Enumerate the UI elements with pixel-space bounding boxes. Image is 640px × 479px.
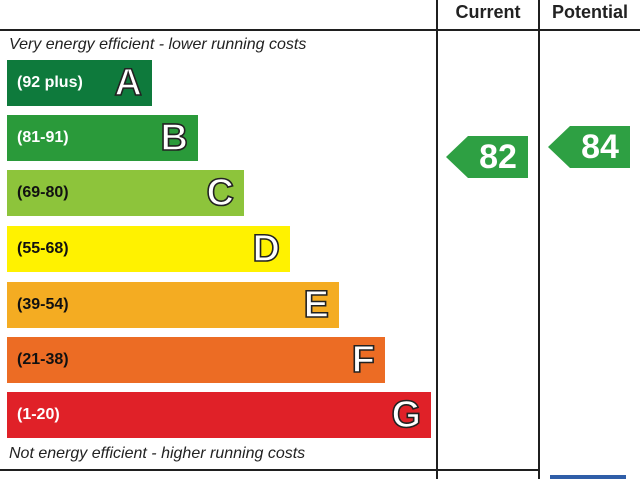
band-g: (1-20) G	[7, 392, 431, 438]
band-c: (69-80) C	[7, 170, 244, 216]
band-letter: F	[351, 338, 376, 382]
band-range-label: (81-91)	[17, 129, 69, 146]
potential-column-header: Potential	[551, 2, 628, 22]
current-column-header: Current	[455, 2, 521, 22]
bottom-note: Not energy efficient - higher running co…	[9, 445, 306, 462]
band-range-label: (92 plus)	[17, 74, 83, 91]
band-b: (81-91) B	[7, 115, 198, 161]
band-letter: B	[160, 116, 189, 160]
current-rating-arrow: 82	[446, 136, 528, 178]
potential-rating-value: 84	[581, 128, 619, 166]
band-d: (55-68) D	[7, 226, 290, 272]
band-letter: C	[206, 171, 235, 215]
band-letter: A	[114, 61, 143, 105]
band-letter: G	[391, 393, 422, 437]
band-range-label: (1-20)	[17, 406, 60, 423]
band-e: (39-54) E	[7, 282, 339, 328]
band-range-label: (21-38)	[17, 351, 69, 368]
band-a: (92 plus) A	[7, 60, 152, 106]
footer-line	[0, 469, 538, 471]
current-rating-value: 82	[479, 138, 517, 176]
band-letter: D	[252, 227, 281, 271]
divider-current	[436, 0, 438, 479]
band-range-label: (55-68)	[17, 240, 69, 257]
band-f: (21-38) F	[7, 337, 385, 383]
blue-edge-tab	[550, 475, 626, 479]
band-range-label: (39-54)	[17, 296, 69, 313]
band-range-label: (69-80)	[17, 184, 69, 201]
divider-potential	[538, 0, 540, 479]
band-letter: E	[303, 283, 330, 327]
header-underline	[0, 29, 640, 31]
potential-rating-arrow: 84	[548, 126, 630, 168]
top-note: Very energy efficient - lower running co…	[9, 36, 307, 53]
